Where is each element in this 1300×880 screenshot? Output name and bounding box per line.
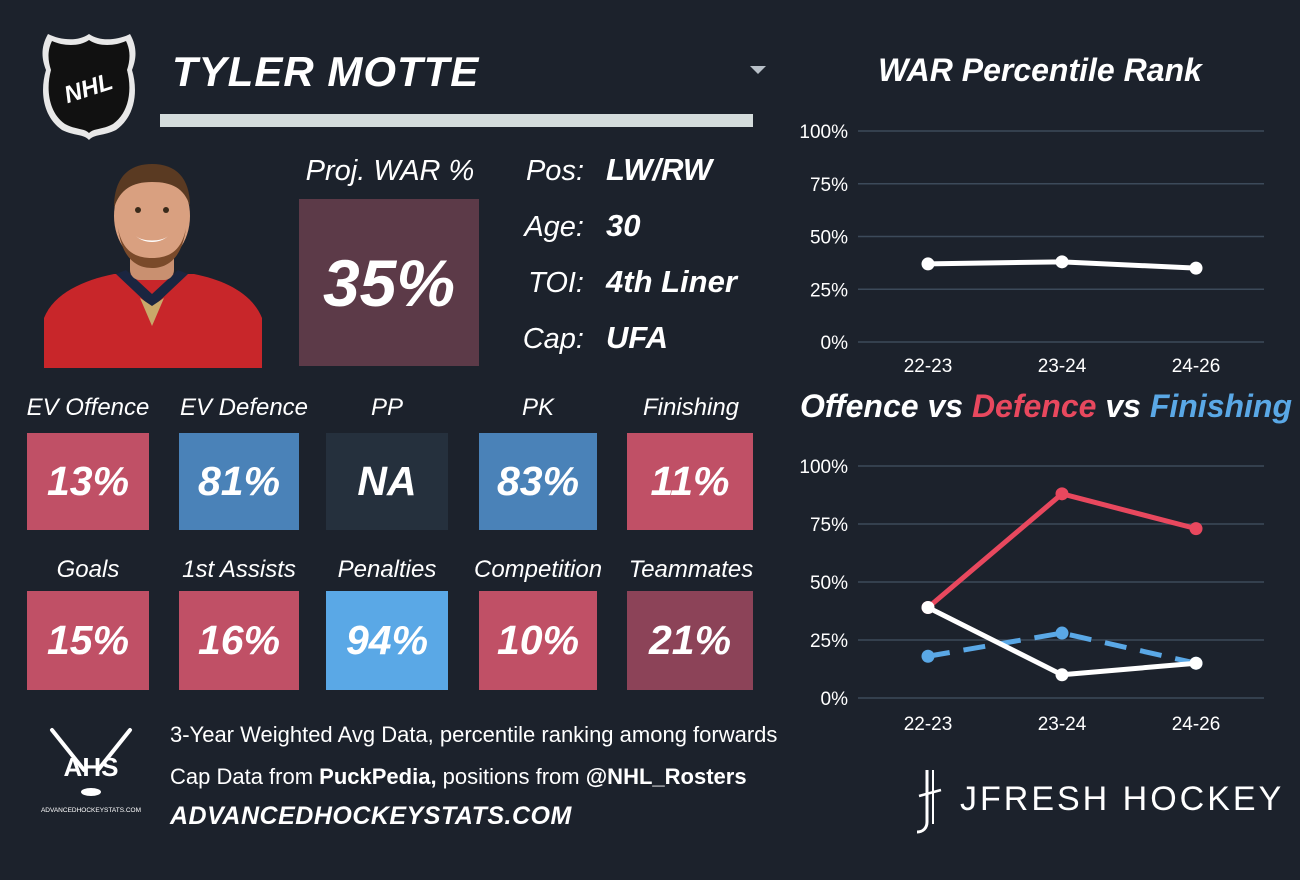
y-tick-label: 100% <box>799 457 848 478</box>
stat-label-ev-defence: EV Defence <box>179 394 309 421</box>
x-tick-label: 24-26 <box>1172 356 1221 377</box>
stat-label-penalties: Penalties <box>337 556 437 583</box>
y-tick-label: 50% <box>810 573 848 594</box>
info-cap-row: Cap: UFA <box>510 320 737 376</box>
player-photo <box>44 158 262 368</box>
chart-war-title: WAR Percentile Rank <box>878 52 1202 88</box>
stat-label-pk: PK <box>521 394 554 421</box>
stat-box-pk: 83% <box>479 433 597 530</box>
info-value: 30 <box>606 208 641 243</box>
hockey-sticks-icon: AHS ADVANCEDHOCKEYSTATS.COM <box>41 728 141 814</box>
stat-label-finishing: Finishing <box>642 394 740 421</box>
svg-text:AHS: AHS <box>64 752 119 782</box>
x-tick-label: 23-24 <box>1038 356 1087 377</box>
player-dropdown-chevron-icon[interactable] <box>750 66 766 74</box>
y-tick-label: 0% <box>821 333 849 354</box>
title-part-defence: Defence <box>971 388 1097 424</box>
stat-label-pp: PP <box>370 394 403 421</box>
y-tick-label: 50% <box>810 228 848 249</box>
projected-war-value-box: 35% <box>299 199 479 366</box>
stat-box-competition: 10% <box>479 591 597 690</box>
data-point <box>1055 668 1069 682</box>
data-point <box>1189 522 1203 536</box>
stat-box-finishing: 11% <box>627 433 753 530</box>
info-key: TOI: <box>528 267 584 299</box>
y-tick-label: 0% <box>821 689 849 710</box>
stat-box-teammates: 21% <box>627 591 753 690</box>
stat-box-goals: 15% <box>27 591 149 690</box>
ahs-logo: AHS ADVANCEDHOCKEYSTATS.COM <box>40 726 142 818</box>
projected-war-label: Proj. WAR % <box>305 155 475 187</box>
series-line <box>927 630 1197 666</box>
data-point <box>1055 255 1069 269</box>
x-tick-label: 23-24 <box>1038 714 1087 735</box>
war-percentile-chart: 0% 25% 50% 75% 100% 22-23 23-24 24-26 <box>799 122 1264 377</box>
stat-box-ev-offence: 13% <box>27 433 149 530</box>
footer-data-note: 3-Year Weighted Avg Data, percentile ran… <box>170 722 778 747</box>
name-underline-bar <box>160 114 753 127</box>
stat-label-competition: Competition <box>474 556 603 583</box>
y-tick-label: 25% <box>810 280 848 301</box>
info-toi-row: TOI: 4th Liner <box>510 264 737 320</box>
title-part-vs: vs <box>1096 388 1150 424</box>
y-tick-label: 100% <box>799 122 848 143</box>
info-key: Pos: <box>525 155 584 187</box>
info-value: LW/RW <box>606 152 713 187</box>
footer-source-puckpedia[interactable]: PuckPedia, <box>319 764 437 789</box>
stat-label-goals: Goals <box>56 556 120 583</box>
offence-defence-finishing-chart: 0% 25% 50% 75% 100% 22-23 23-24 24-26 <box>799 457 1264 735</box>
title-part-offence: Offence <box>800 388 919 424</box>
data-point <box>1189 656 1203 670</box>
footer-sources: Cap Data from PuckPedia, positions from … <box>170 764 747 790</box>
nhl-shield-icon: NHL <box>42 34 136 140</box>
stat-box-1st-assists: 16% <box>179 591 299 690</box>
series-line <box>926 605 1197 678</box>
title-part-finishing: Finishing <box>1149 388 1293 424</box>
stat-box-pp: NA <box>326 433 448 530</box>
stat-label-teammates: Teammates <box>628 556 754 583</box>
footer-source-nhl-rosters[interactable]: @NHL_Rosters <box>585 764 747 789</box>
info-value: UFA <box>606 320 668 355</box>
y-tick-label: 75% <box>810 515 848 536</box>
data-point <box>921 649 935 663</box>
info-age-row: Age: 30 <box>510 208 737 264</box>
chart-comparison-title: Offence vs Defence vs Finishing <box>800 388 1292 425</box>
y-tick-label: 75% <box>810 175 848 196</box>
svg-text:ADVANCEDHOCKEYSTATS.COM: ADVANCEDHOCKEYSTATS.COM <box>41 807 141 814</box>
data-point <box>921 601 935 615</box>
info-key: Age: <box>524 211 584 243</box>
site-url[interactable]: ADVANCEDHOCKEYSTATS.COM <box>170 802 572 830</box>
stat-label-ev-offence: EV Offence <box>26 394 150 421</box>
player-info: Pos: LW/RW Age: 30 TOI: 4th Liner Cap: U… <box>510 152 737 376</box>
data-point <box>1055 487 1069 501</box>
footer-sources-prefix: Cap Data from <box>170 764 320 789</box>
jfresh-hockey-brand: JFRESH HOCKEY <box>960 780 1285 818</box>
x-tick-label: 24-26 <box>1172 714 1221 735</box>
info-key: Cap: <box>522 323 584 355</box>
footer-sources-mid: positions from <box>436 764 586 789</box>
data-point <box>1055 626 1069 640</box>
player-name: TYLER MOTTE <box>172 48 480 95</box>
data-point <box>921 257 935 271</box>
info-value: 4th Liner <box>606 264 737 299</box>
stat-box-ev-defence: 81% <box>179 433 299 530</box>
x-tick-label: 22-23 <box>904 356 953 377</box>
y-tick-label: 25% <box>810 631 848 652</box>
x-tick-label: 22-23 <box>904 714 953 735</box>
nhl-logo: NHL <box>38 30 140 142</box>
info-position-row: Pos: LW/RW <box>510 152 737 208</box>
stat-box-penalties: 94% <box>326 591 448 690</box>
stat-label-1st-assists: 1st Assists <box>182 556 296 583</box>
jfresh-logo-icon <box>905 766 945 836</box>
title-part-vs: vs <box>918 388 972 424</box>
series-line <box>926 491 1197 610</box>
data-point <box>1189 261 1203 275</box>
